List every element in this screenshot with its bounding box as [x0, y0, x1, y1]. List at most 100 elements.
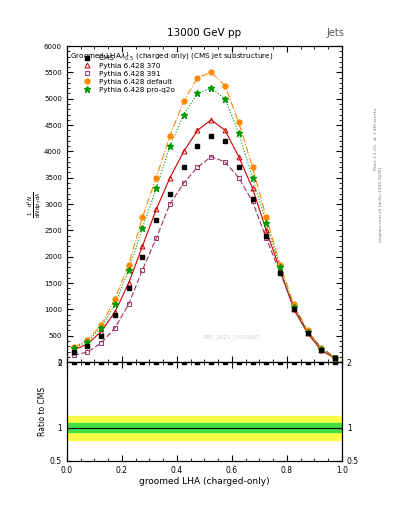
Pythia 6.428 pro-q2o	[182, 112, 186, 118]
Pythia 6.428 pro-q2o	[250, 175, 255, 181]
Text: CMS_2021_I1920187: CMS_2021_I1920187	[203, 334, 261, 339]
Pythia 6.428 370	[168, 175, 173, 181]
Line: Pythia 6.428 default: Pythia 6.428 default	[71, 70, 338, 360]
Pythia 6.428 391	[195, 164, 200, 170]
Pythia 6.428 default	[72, 344, 76, 350]
Pythia 6.428 391	[168, 201, 173, 207]
Text: 13000 GeV pp: 13000 GeV pp	[167, 28, 241, 38]
CMS	[250, 196, 255, 202]
CMS	[237, 164, 241, 170]
Pythia 6.428 370	[222, 127, 227, 134]
Pythia 6.428 370	[278, 267, 283, 273]
CMS	[168, 190, 173, 197]
Pythia 6.428 default	[195, 75, 200, 81]
Pythia 6.428 default	[305, 327, 310, 333]
Pythia 6.428 pro-q2o	[278, 264, 283, 270]
Text: Jets: Jets	[326, 28, 344, 38]
Pythia 6.428 pro-q2o	[319, 346, 324, 352]
CMS	[99, 333, 104, 339]
Pythia 6.428 default	[237, 119, 241, 125]
Pythia 6.428 370	[305, 330, 310, 336]
Y-axis label: $\frac{1}{\mathrm{d}N}\frac{\mathrm{d}^2N}{\mathrm{d}p_T\,\mathrm{d}\lambda}$: $\frac{1}{\mathrm{d}N}\frac{\mathrm{d}^2…	[25, 190, 42, 218]
Pythia 6.428 pro-q2o	[305, 329, 310, 335]
Pythia 6.428 default	[127, 262, 131, 268]
CMS	[127, 285, 131, 291]
Pythia 6.428 370	[250, 185, 255, 191]
Pythia 6.428 370	[140, 243, 145, 249]
Pythia 6.428 pro-q2o	[292, 304, 296, 310]
Text: Rivet 3.1.10, $\geq$ 3.4M events: Rivet 3.1.10, $\geq$ 3.4M events	[372, 106, 379, 170]
Pythia 6.428 pro-q2o	[127, 267, 131, 273]
Pythia 6.428 370	[113, 309, 118, 315]
Pythia 6.428 pro-q2o	[72, 345, 76, 351]
Pythia 6.428 default	[154, 175, 159, 181]
Pythia 6.428 default	[264, 214, 269, 220]
CMS	[209, 133, 214, 139]
Pythia 6.428 pro-q2o	[140, 225, 145, 231]
Pythia 6.428 391	[113, 325, 118, 331]
Y-axis label: Ratio to CMS: Ratio to CMS	[38, 387, 47, 436]
Line: CMS: CMS	[71, 133, 338, 360]
Pythia 6.428 370	[264, 227, 269, 233]
Pythia 6.428 default	[113, 296, 118, 302]
Pythia 6.428 391	[264, 235, 269, 241]
CMS	[305, 330, 310, 336]
Pythia 6.428 pro-q2o	[85, 338, 90, 345]
CMS	[222, 138, 227, 144]
Pythia 6.428 391	[85, 349, 90, 355]
Pythia 6.428 391	[305, 328, 310, 334]
Pythia 6.428 370	[72, 347, 76, 353]
Legend: CMS, Pythia 6.428 370, Pythia 6.428 391, Pythia 6.428 default, Pythia 6.428 pro-: CMS, Pythia 6.428 370, Pythia 6.428 391,…	[76, 53, 177, 95]
Pythia 6.428 391	[127, 301, 131, 307]
Line: Pythia 6.428 391: Pythia 6.428 391	[71, 154, 338, 359]
X-axis label: groomed LHA (charged-only): groomed LHA (charged-only)	[139, 477, 270, 486]
Pythia 6.428 370	[292, 306, 296, 312]
Pythia 6.428 391	[237, 175, 241, 181]
Pythia 6.428 391	[154, 235, 159, 241]
Pythia 6.428 370	[182, 148, 186, 155]
Pythia 6.428 391	[222, 159, 227, 165]
CMS	[292, 306, 296, 312]
CMS	[333, 355, 338, 361]
Pythia 6.428 default	[168, 133, 173, 139]
Pythia 6.428 default	[222, 82, 227, 89]
Pythia 6.428 370	[209, 117, 214, 123]
Pythia 6.428 370	[195, 127, 200, 134]
CMS	[72, 349, 76, 355]
Pythia 6.428 391	[278, 269, 283, 275]
Pythia 6.428 391	[250, 198, 255, 204]
CMS	[85, 343, 90, 349]
Pythia 6.428 pro-q2o	[168, 143, 173, 149]
Pythia 6.428 391	[182, 180, 186, 186]
Pythia 6.428 370	[319, 348, 324, 354]
Pythia 6.428 pro-q2o	[154, 185, 159, 191]
Pythia 6.428 391	[292, 304, 296, 310]
Pythia 6.428 391	[209, 154, 214, 160]
Pythia 6.428 pro-q2o	[113, 301, 118, 307]
Pythia 6.428 default	[140, 214, 145, 220]
Pythia 6.428 391	[333, 354, 338, 360]
Pythia 6.428 default	[182, 98, 186, 104]
Pythia 6.428 391	[140, 267, 145, 273]
CMS	[113, 312, 118, 318]
Pythia 6.428 pro-q2o	[99, 325, 104, 331]
CMS	[195, 143, 200, 149]
CMS	[182, 164, 186, 170]
Pythia 6.428 default	[292, 301, 296, 307]
Pythia 6.428 default	[333, 355, 338, 361]
Pythia 6.428 370	[237, 154, 241, 160]
Pythia 6.428 370	[333, 355, 338, 361]
Pythia 6.428 default	[99, 322, 104, 328]
Pythia 6.428 391	[99, 340, 104, 346]
CMS	[278, 269, 283, 275]
CMS	[154, 217, 159, 223]
Pythia 6.428 370	[127, 280, 131, 286]
Pythia 6.428 391	[72, 352, 76, 358]
Pythia 6.428 pro-q2o	[333, 355, 338, 361]
Pythia 6.428 default	[278, 262, 283, 268]
Pythia 6.428 370	[99, 328, 104, 334]
Line: Pythia 6.428 370: Pythia 6.428 370	[71, 117, 338, 361]
Line: Pythia 6.428 pro-q2o: Pythia 6.428 pro-q2o	[71, 85, 338, 361]
Pythia 6.428 370	[85, 341, 90, 347]
CMS	[319, 347, 324, 353]
